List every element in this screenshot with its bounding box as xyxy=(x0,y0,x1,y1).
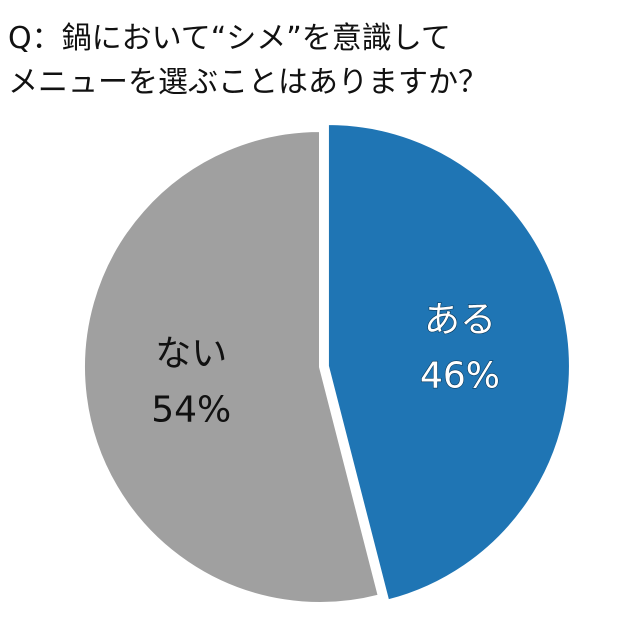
slice-label: ある xyxy=(424,299,496,340)
pie-slice xyxy=(83,129,380,604)
slice-label: ない xyxy=(155,333,227,374)
value-label: 46% xyxy=(420,355,500,396)
pie-slice xyxy=(326,122,571,602)
value-label: 54% xyxy=(151,389,231,430)
chart-title: Q：鍋において“シメ”を意識して xyxy=(8,21,451,56)
chart-title: メニューを選ぶことはありますか？ xyxy=(8,65,488,100)
